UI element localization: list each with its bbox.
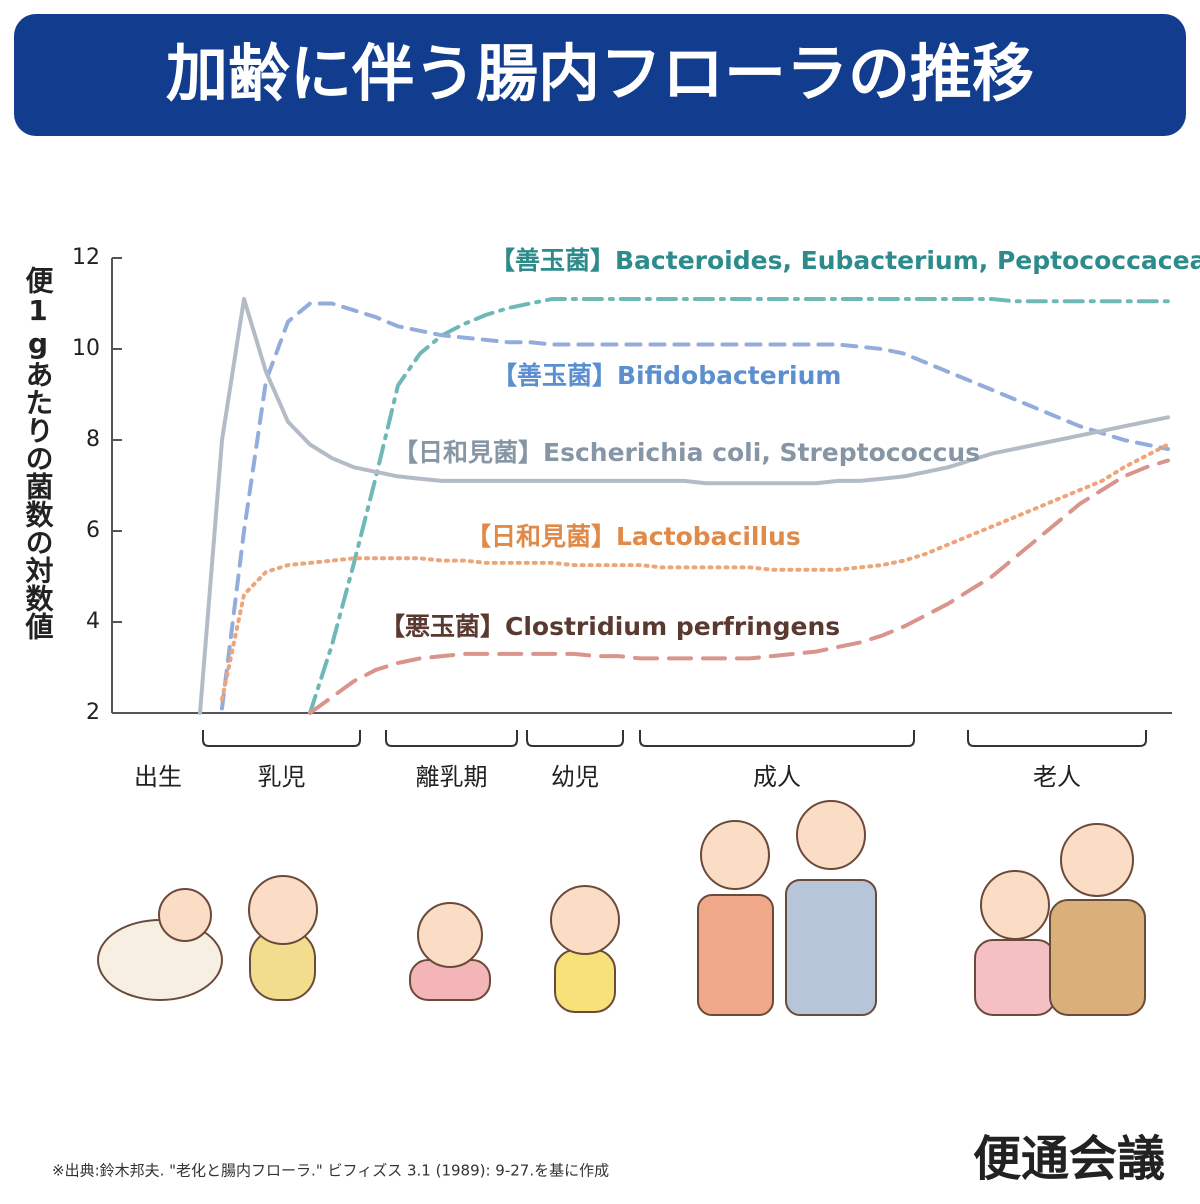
- stage-label: 出生: [134, 763, 182, 791]
- series-label: 【悪玉菌】Clostridium perfringens: [380, 612, 840, 641]
- stage-bracket: [202, 730, 361, 747]
- stage-label: 老人: [1033, 763, 1081, 791]
- series-line: [220, 442, 1170, 702]
- y-tick-label: 6: [86, 518, 100, 543]
- y-tick-label: 10: [72, 336, 100, 361]
- source-note: ※出典:鈴木邦夫. "老化と腸内フローラ." ビフィズス 3.1 (1989):…: [52, 1162, 609, 1180]
- stage-bracket: [967, 730, 1147, 747]
- y-tick-label: 8: [86, 427, 100, 452]
- series-line: [308, 297, 1170, 715]
- stage-label: 乳児: [258, 763, 306, 791]
- y-tick-label: 12: [72, 245, 100, 270]
- series-line: [198, 297, 1170, 715]
- stage-bracket: [639, 730, 915, 747]
- stage-label: 幼児: [551, 763, 599, 791]
- stage-bracket: [526, 730, 624, 747]
- y-axis-label: 便1gあたりの菌数の対数値: [22, 266, 55, 640]
- y-tick-label: 2: [86, 700, 100, 725]
- series-line: [220, 301, 1170, 711]
- logo: 便通会議: [973, 1131, 1165, 1187]
- page-title: 加齢に伴う腸内フローラの推移: [166, 37, 1034, 110]
- series-line: [308, 458, 1170, 715]
- series-label: 【日和見菌】Escherichia coli, Streptococcus: [393, 438, 980, 467]
- series-label: 【善玉菌】Bacteroides, Eubacterium, Peptococc…: [490, 246, 1200, 275]
- series-label: 【善玉菌】Bifidobacterium: [492, 361, 841, 390]
- header-bar: [14, 14, 1186, 136]
- series-label: 【日和見菌】Lactobacillus: [466, 522, 801, 551]
- stage-bracket: [385, 730, 518, 747]
- stage-label: 離乳期: [416, 763, 488, 791]
- illustrations: [97, 800, 1146, 1016]
- y-tick-label: 4: [86, 609, 100, 634]
- stage-label: 成人: [753, 763, 801, 791]
